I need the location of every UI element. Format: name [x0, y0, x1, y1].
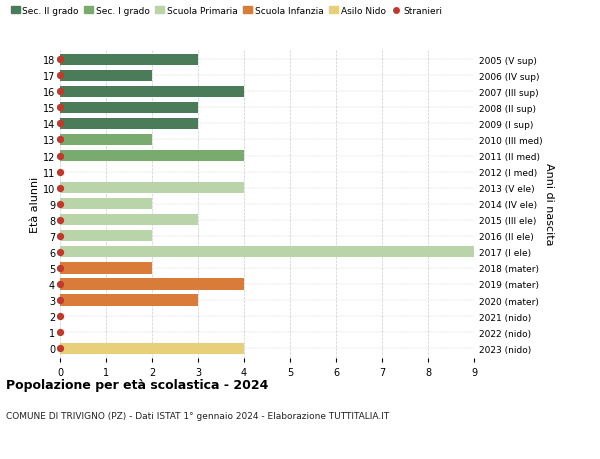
- Point: [55, 265, 65, 272]
- Point: [55, 56, 65, 64]
- Bar: [60, 343, 244, 354]
- Point: [55, 105, 65, 112]
- Text: Popolazione per età scolastica - 2024: Popolazione per età scolastica - 2024: [6, 379, 268, 392]
- Point: [55, 329, 65, 336]
- Point: [55, 249, 65, 256]
- Text: COMUNE DI TRIVIGNO (PZ) - Dati ISTAT 1° gennaio 2024 - Elaborazione TUTTITALIA.I: COMUNE DI TRIVIGNO (PZ) - Dati ISTAT 1° …: [6, 411, 389, 420]
- Bar: [60, 87, 244, 98]
- Point: [55, 185, 65, 192]
- Bar: [60, 118, 198, 130]
- Bar: [60, 183, 244, 194]
- Point: [55, 345, 65, 352]
- Point: [55, 201, 65, 208]
- Point: [55, 121, 65, 128]
- Y-axis label: Anni di nascita: Anni di nascita: [544, 163, 554, 246]
- Bar: [60, 215, 198, 226]
- Point: [55, 168, 65, 176]
- Point: [55, 217, 65, 224]
- Bar: [60, 151, 244, 162]
- Point: [55, 280, 65, 288]
- Bar: [60, 279, 244, 290]
- Y-axis label: Età alunni: Età alunni: [30, 176, 40, 232]
- Bar: [60, 102, 198, 114]
- Bar: [60, 231, 152, 242]
- Point: [55, 73, 65, 80]
- Point: [55, 136, 65, 144]
- Bar: [60, 263, 152, 274]
- Bar: [60, 134, 152, 146]
- Point: [55, 297, 65, 304]
- Bar: [60, 199, 152, 210]
- Point: [55, 89, 65, 96]
- Bar: [60, 295, 198, 306]
- Bar: [60, 55, 198, 66]
- Legend: Sec. II grado, Sec. I grado, Scuola Primaria, Scuola Infanzia, Asilo Nido, Stran: Sec. II grado, Sec. I grado, Scuola Prim…: [11, 7, 442, 16]
- Point: [55, 233, 65, 240]
- Point: [55, 152, 65, 160]
- Point: [55, 313, 65, 320]
- Bar: [60, 246, 474, 258]
- Bar: [60, 71, 152, 82]
